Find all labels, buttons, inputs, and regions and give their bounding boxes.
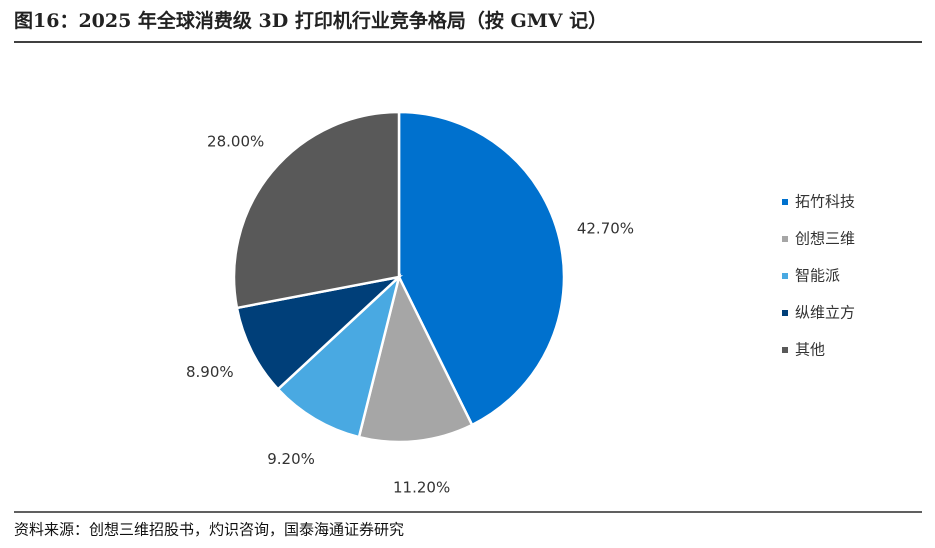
legend-marker [782,199,788,205]
data-label: 28.00% [207,132,264,150]
legend-label: 其他 [795,341,825,359]
pie-slice [235,274,404,391]
legend-marker [782,347,788,353]
legend-marker [782,310,788,316]
data-label: 42.70% [577,219,634,237]
legend-marker [782,236,788,242]
legend-label: 纵维立方 [795,304,855,322]
legend-label: 创想三维 [795,230,855,248]
data-label: 11.20% [393,478,450,496]
pie-slice [357,273,474,444]
data-label: 8.90% [186,363,234,381]
source: 资料来源：创想三维招股书，灼识咨询，国泰海通证券研究 [14,521,404,539]
pie-slice [232,110,401,310]
chart-title: 图16：2025 年全球消费级 3D 打印机行业竞争格局（按 GMV 记） [14,9,607,32]
pie-slice [276,273,402,439]
legend-label: 拓竹科技 [795,193,855,211]
legend-marker [782,273,788,279]
pie-slice [397,110,566,427]
legend-label: 智能派 [795,267,840,285]
data-label: 9.20% [267,450,315,468]
